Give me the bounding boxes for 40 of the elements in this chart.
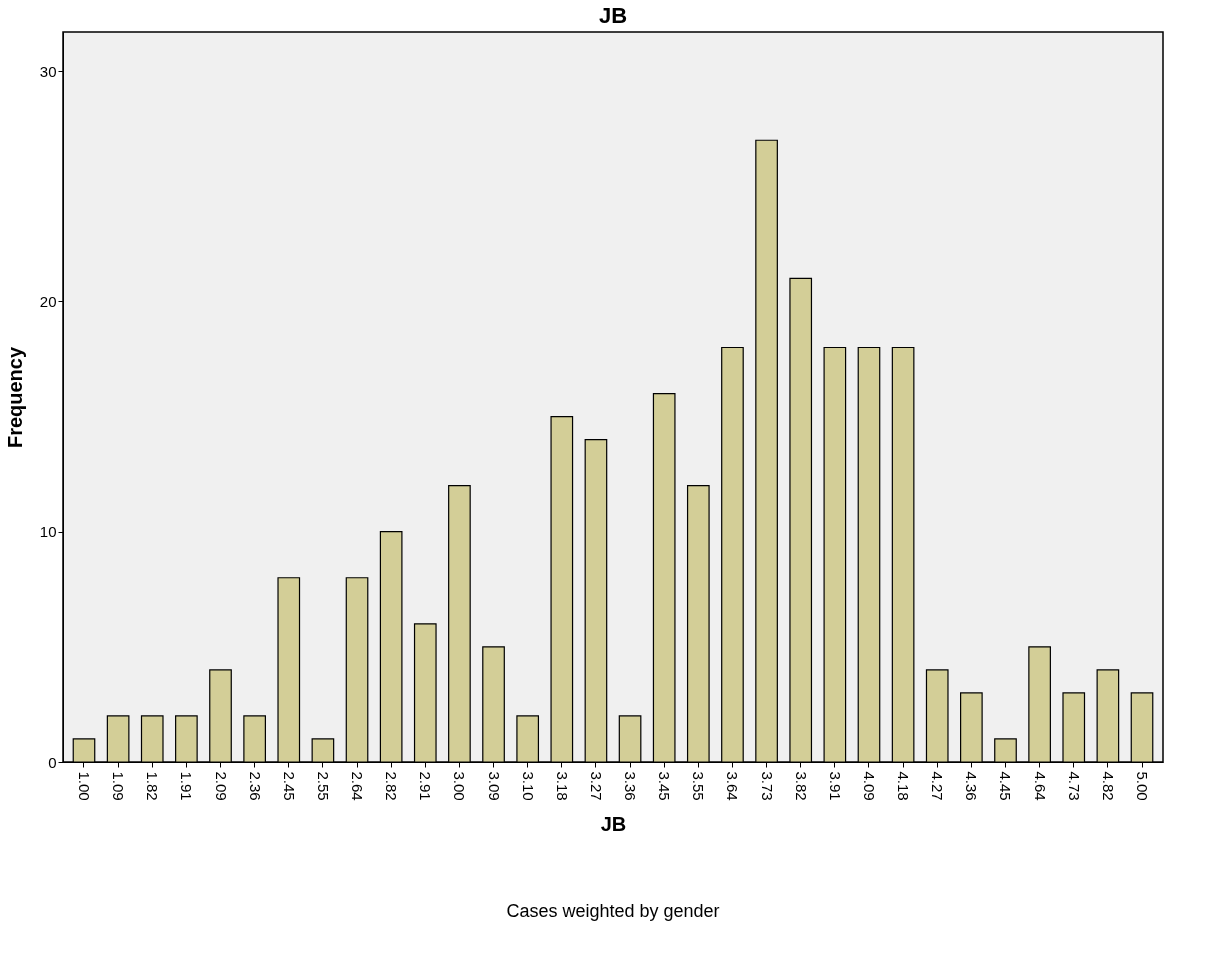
x-tick-label: 5.00: [1134, 771, 1152, 801]
x-tick-label: 4.64: [1031, 771, 1049, 801]
x-axis-title: JB: [600, 812, 627, 835]
x-tick-label: 3.64: [724, 771, 742, 801]
text: Cases weighted by gender: [506, 901, 720, 921]
x-tick-label: 2.09: [212, 771, 230, 801]
x-tick-label: 3.91: [826, 771, 844, 801]
x-tick-label: 4.09: [860, 771, 878, 801]
y-tick-label: 30: [39, 62, 57, 80]
x-tick-label: 3.27: [587, 771, 605, 801]
x-tick-label: 3.10: [519, 771, 537, 801]
x-tick-label: 3.73: [758, 771, 776, 801]
x-tick-label: 3.00: [451, 771, 469, 801]
y-tick-label: 20: [39, 292, 57, 310]
x-tick-label: 3.82: [792, 771, 810, 801]
x-tick-label: 3.18: [553, 771, 571, 801]
y-tick-label: 0: [48, 753, 57, 771]
y-axis-title: Frequency: [3, 346, 26, 449]
x-tick-label: 2.36: [246, 771, 264, 801]
x-tick-label: 3.36: [622, 771, 640, 801]
x-tick-label: 2.64: [349, 771, 367, 801]
y-tick-label: 10: [39, 523, 57, 541]
x-tick-label: 4.27: [929, 771, 947, 801]
x-tick-label: 4.82: [1099, 771, 1117, 801]
x-tick-label: 3.09: [485, 771, 503, 801]
x-tick-label: 1.00: [75, 771, 93, 801]
x-tick-label: 2.55: [314, 771, 332, 801]
x-tick-label: 3.45: [656, 771, 674, 801]
x-tick-label: 4.45: [997, 771, 1015, 801]
x-tick-label: 4.73: [1065, 771, 1083, 801]
x-tick-label: 4.36: [963, 771, 981, 801]
x-tick-label: 4.18: [895, 771, 913, 801]
x-tick-label: 1.91: [178, 771, 196, 801]
x-tick-label: 2.91: [417, 771, 435, 801]
x-tick-label: 1.09: [110, 771, 128, 801]
x-tick-label: 1.82: [144, 771, 162, 801]
x-tick-label: 2.45: [280, 771, 298, 801]
chart-title: JB: [598, 3, 628, 28]
x-tick-label: 2.82: [383, 771, 401, 801]
x-tick-label: 3.55: [690, 771, 708, 801]
